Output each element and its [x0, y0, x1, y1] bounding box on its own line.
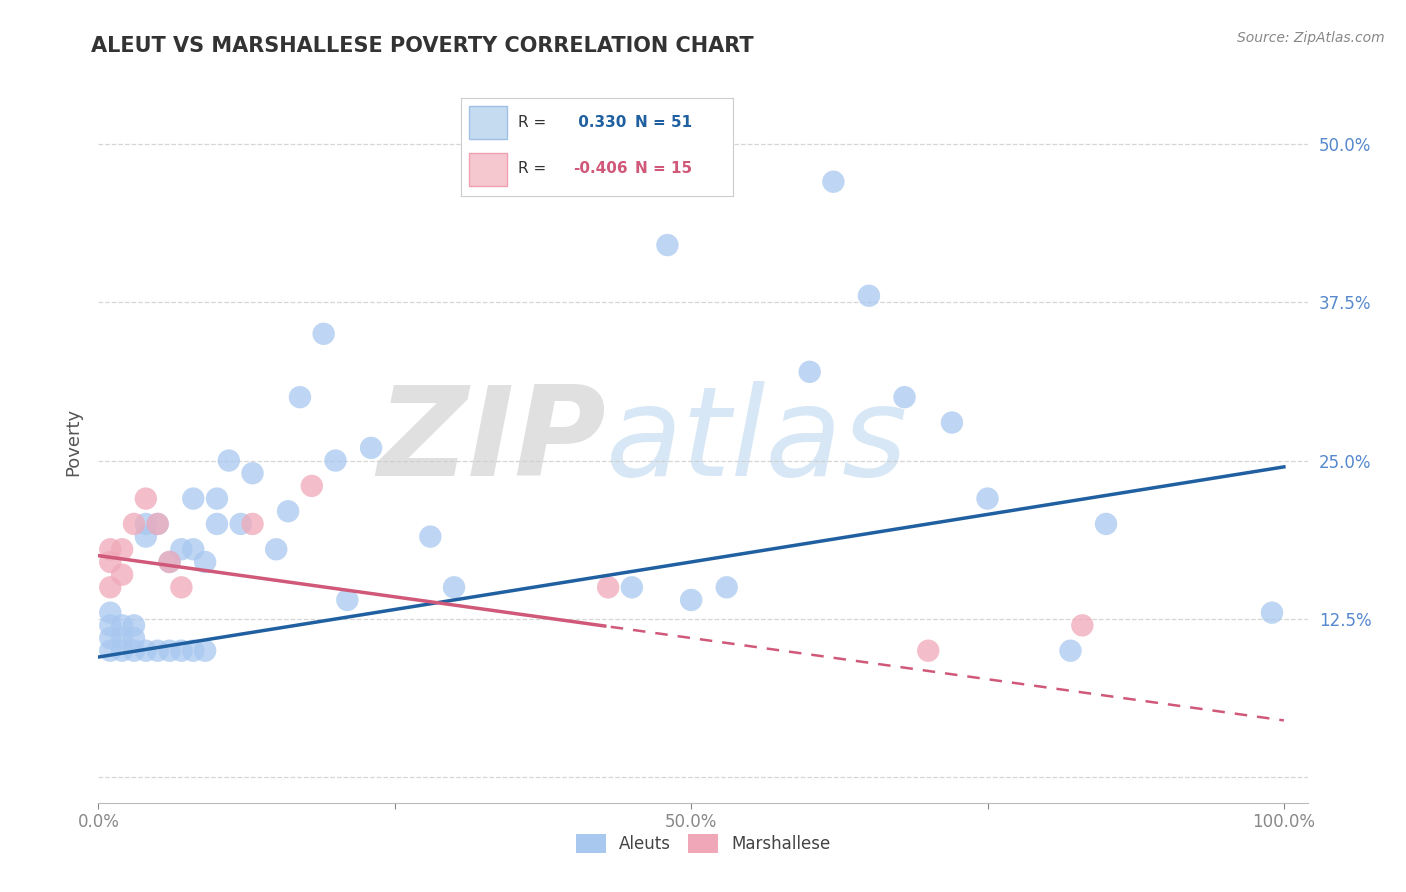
Point [976, 491, 998, 506]
Point [242, 467, 264, 481]
Point [98, 631, 121, 645]
Point [360, 441, 382, 455]
Point [325, 453, 347, 467]
Point [135, 643, 157, 657]
Legend: Aleuts, Marshallese: Aleuts, Marshallese [569, 827, 837, 860]
Point [657, 238, 679, 252]
Point [135, 530, 157, 544]
Point [170, 580, 193, 594]
Text: ZIP: ZIP [378, 381, 606, 502]
Point [98, 580, 121, 594]
Point [301, 479, 323, 493]
Point [242, 516, 264, 531]
Point [1071, 618, 1094, 632]
Point [893, 390, 915, 404]
Point [1095, 516, 1118, 531]
Point [312, 326, 335, 341]
Point [122, 643, 145, 657]
Point [98, 542, 121, 557]
Point [98, 618, 121, 632]
Point [941, 416, 963, 430]
Point [170, 643, 193, 657]
Point [1261, 606, 1284, 620]
Point [111, 618, 134, 632]
Point [205, 516, 228, 531]
Point [122, 618, 145, 632]
Point [336, 593, 359, 607]
Point [1059, 643, 1081, 657]
Point [194, 643, 217, 657]
Point [98, 555, 121, 569]
Point [135, 491, 157, 506]
Point [122, 516, 145, 531]
Point [159, 555, 181, 569]
Point [419, 530, 441, 544]
Point [181, 542, 204, 557]
Point [218, 453, 240, 467]
Point [194, 555, 217, 569]
Point [98, 643, 121, 657]
Point [111, 542, 134, 557]
Text: atlas: atlas [606, 381, 908, 502]
Point [620, 580, 643, 594]
Point [135, 516, 157, 531]
Point [122, 631, 145, 645]
Point [111, 643, 134, 657]
Point [823, 175, 845, 189]
Point [917, 643, 939, 657]
Point [159, 643, 181, 657]
Point [111, 631, 134, 645]
Point [277, 504, 299, 518]
Point [146, 516, 169, 531]
Point [111, 567, 134, 582]
Point [598, 580, 620, 594]
Point [229, 516, 252, 531]
Point [799, 365, 821, 379]
Point [159, 555, 181, 569]
Point [98, 606, 121, 620]
Point [443, 580, 465, 594]
Point [146, 643, 169, 657]
Point [205, 491, 228, 506]
Point [288, 390, 311, 404]
Text: ALEUT VS MARSHALLESE POVERTY CORRELATION CHART: ALEUT VS MARSHALLESE POVERTY CORRELATION… [91, 36, 754, 55]
Point [716, 580, 738, 594]
Point [170, 542, 193, 557]
Point [181, 643, 204, 657]
Text: Source: ZipAtlas.com: Source: ZipAtlas.com [1237, 31, 1385, 45]
Point [681, 593, 703, 607]
Point [181, 491, 204, 506]
Point [264, 542, 287, 557]
Point [858, 289, 880, 303]
Y-axis label: Poverty: Poverty [65, 408, 83, 475]
Point [146, 516, 169, 531]
